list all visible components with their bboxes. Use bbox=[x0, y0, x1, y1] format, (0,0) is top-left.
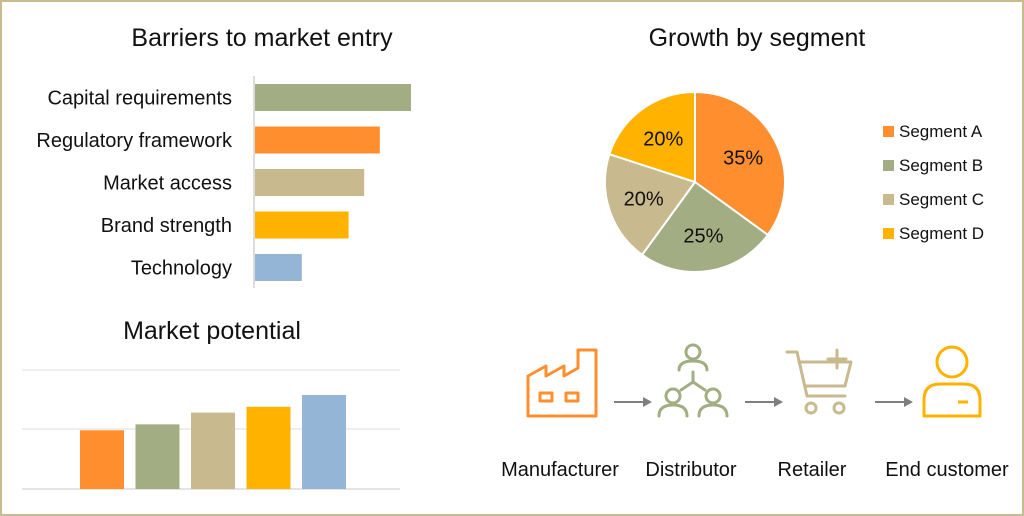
flow-step-label-end-customer: End customer bbox=[885, 459, 1009, 481]
pie-slice bbox=[694, 90, 786, 237]
legend-label: Segment D bbox=[899, 224, 984, 243]
pie-value-label: 20% bbox=[643, 128, 683, 150]
pie-slice bbox=[604, 152, 697, 257]
potential-bar bbox=[80, 430, 124, 489]
potential-chart bbox=[22, 369, 400, 490]
barrier-bar bbox=[255, 254, 302, 281]
barrier-category-label: Regulatory framework bbox=[36, 130, 233, 152]
barrier-bar bbox=[255, 169, 365, 196]
flow-arrow-2 bbox=[745, 397, 783, 407]
barrier-bar bbox=[255, 126, 380, 154]
barriers-chart-title: Barriers to market entry bbox=[131, 24, 393, 52]
flow-step-label-distributor: Distributor bbox=[645, 459, 737, 481]
legend-label: Segment A bbox=[899, 122, 983, 141]
shopping-cart-icon bbox=[785, 348, 853, 415]
barrier-category-label: Market access bbox=[103, 173, 232, 195]
growth-chart-title: Growth by segment bbox=[648, 24, 866, 52]
barrier-bar bbox=[255, 84, 411, 111]
legend-swatch bbox=[883, 160, 894, 171]
pie-slice bbox=[608, 90, 696, 184]
factory-icon bbox=[526, 348, 598, 418]
potential-bar bbox=[302, 395, 346, 489]
legend-label: Segment C bbox=[899, 190, 984, 209]
pie-value-label: 35% bbox=[723, 147, 763, 169]
flow-step-label-retailer: Retailer bbox=[777, 459, 847, 481]
flow-arrow-3 bbox=[875, 397, 913, 407]
barrier-category-label: Capital requirements bbox=[47, 88, 232, 110]
flow-arrow-1 bbox=[614, 397, 652, 407]
flow-step-label-manufacturer: Manufacturer bbox=[501, 459, 619, 481]
legend-label: Segment B bbox=[899, 156, 983, 175]
barrier-category-label: Brand strength bbox=[101, 215, 232, 237]
legend-swatch bbox=[883, 126, 894, 137]
distribution-flow bbox=[526, 343, 982, 418]
legend-swatch bbox=[883, 228, 894, 239]
growth-chart: 35% 25% 20% 20% Segment A Segment B Segment C S… bbox=[604, 90, 984, 273]
pie-value-label: 25% bbox=[683, 225, 723, 247]
pie-value-label: 20% bbox=[624, 189, 664, 211]
distributor-network-icon bbox=[657, 343, 729, 418]
barrier-category-label: Technology bbox=[131, 258, 232, 280]
legend-swatch bbox=[883, 194, 894, 205]
customer-icon bbox=[922, 345, 982, 418]
potential-bar bbox=[191, 412, 235, 489]
barrier-bar bbox=[255, 211, 349, 239]
potential-bar bbox=[246, 406, 291, 489]
potential-chart-title: Market potential bbox=[123, 317, 301, 345]
potential-bar bbox=[135, 424, 180, 489]
pie-slice bbox=[640, 180, 770, 273]
barriers-chart: Capital requirements Regulatory framework… bbox=[36, 76, 411, 288]
